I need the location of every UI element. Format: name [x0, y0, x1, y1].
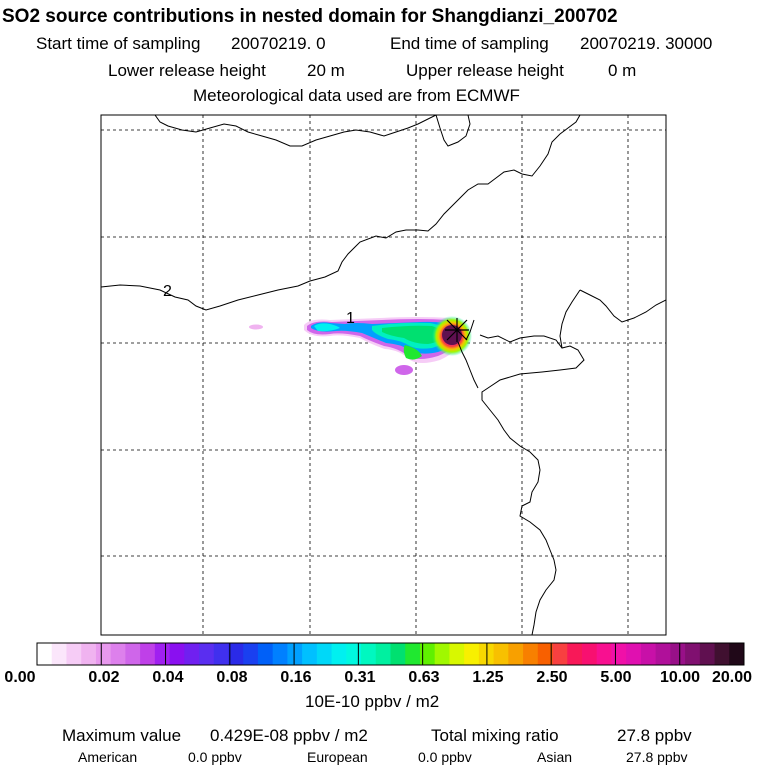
colorbar-cell [228, 643, 244, 665]
concentration-plume [249, 316, 472, 375]
colorbar-tick-label: 0.08 [216, 669, 248, 686]
colorbar-tick-label: 0.00 [4, 669, 36, 686]
colorbar-cell [81, 643, 97, 665]
european-value: 0.0 ppbv [418, 749, 472, 765]
contour-label-2: 2 [163, 283, 172, 300]
colorbar-cell [405, 643, 421, 665]
max-value: 0.429E-08 ppbv / m2 [210, 726, 368, 745]
colorbar-cell [434, 643, 450, 665]
colorbar-cell [493, 643, 509, 665]
colorbar-tick-label: 2.50 [536, 669, 568, 686]
total-mixing-label: Total mixing ratio [431, 726, 559, 745]
max-value-label: Maximum value [62, 726, 182, 745]
colorbar-tick-label: 10.00 [659, 669, 701, 686]
colorbar-cell [552, 643, 568, 665]
american-value: 0.0 ppbv [188, 749, 242, 765]
colorbar-cell [125, 643, 141, 665]
colorbar-cell [449, 643, 465, 665]
colorbar-cell [346, 643, 362, 665]
colorbar-cell [95, 643, 112, 665]
colorbar-cell [375, 643, 391, 665]
start-time-label: Start time of sampling [36, 34, 201, 53]
asian-value: 27.8 ppbv [626, 749, 688, 765]
colorbar-tick-label: 0.16 [280, 669, 312, 686]
colorbar-cell [110, 643, 126, 665]
colorbar-cell [729, 643, 745, 665]
colorbar-cell [714, 643, 730, 665]
colorbar-unit: 10E-10 ppbv / m2 [305, 692, 440, 711]
contour-label-1: 1 [346, 310, 355, 327]
colorbar-cell [567, 643, 583, 665]
colorbar-tick-label: 1.25 [472, 669, 504, 686]
end-time-value: 20070219. 30000 [580, 34, 713, 53]
colorbar-tick-label: 0.02 [88, 669, 120, 686]
colorbar-cell [184, 643, 200, 665]
colorbar-cell [199, 643, 215, 665]
colorbar-cell [685, 643, 701, 665]
colorbar-cell [140, 643, 156, 665]
colorbar-cell [523, 643, 539, 665]
colorbar-cell [626, 643, 642, 665]
start-time-value: 20070219. 0 [231, 34, 326, 53]
upper-height-value: 0 m [608, 61, 637, 80]
colorbar-tick-label: 20.00 [711, 669, 753, 686]
lower-height-value: 20 m [307, 61, 345, 80]
colorbar-cell [655, 643, 671, 665]
colorbar-cell [257, 643, 274, 665]
colorbar-cell [699, 643, 715, 665]
page-title: SO2 source contributions in nested domai… [2, 6, 618, 27]
colorbar-cell [581, 643, 598, 665]
colorbar-cell [464, 643, 480, 665]
colorbar-tick-marks [100, 643, 681, 665]
colorbar-cell [154, 643, 170, 665]
colorbar-cell [169, 643, 185, 665]
colorbar-cell [243, 643, 259, 665]
colorbar-cell [390, 643, 406, 665]
colorbar-cell [537, 643, 553, 665]
colorbar-cell [640, 643, 657, 665]
colorbar-cell [331, 643, 347, 665]
colorbar-cell [37, 643, 53, 665]
upper-height-label: Upper release height [406, 61, 564, 80]
colorbar-tick-label: 5.00 [600, 669, 632, 686]
colorbar-frame [36, 642, 745, 666]
receptor-x-icon [445, 318, 469, 342]
colorbar-cell [419, 643, 436, 665]
american-label: American [78, 749, 138, 765]
asian-label: Asian [537, 749, 573, 765]
colorbar-tick-label: 0.63 [408, 669, 440, 686]
colorbar-cell [596, 643, 612, 665]
colorbar-tick-label: 0.31 [344, 669, 376, 686]
colorbar-cell [302, 643, 318, 665]
met-data-note: Meteorological data used are from ECMWF [193, 86, 520, 105]
end-time-label: End time of sampling [390, 34, 549, 53]
colorbar-tick-label: 0.04 [152, 669, 184, 686]
colorbar-cell [66, 643, 82, 665]
colorbar-cell [611, 643, 627, 665]
total-mixing-value: 27.8 ppbv [617, 726, 692, 745]
lower-height-label: Lower release height [108, 61, 266, 80]
map-frame [100, 114, 667, 636]
coastline-borders [101, 115, 666, 635]
colorbar-cell [272, 643, 288, 665]
colorbar-cell [51, 643, 67, 665]
colorbar-cell [670, 643, 686, 665]
colorbar-cell [361, 643, 377, 665]
colorbar-cell [316, 643, 332, 665]
european-label: European [307, 749, 368, 765]
colorbar [37, 643, 745, 665]
colorbar-cell [213, 643, 229, 665]
colorbar-cell [508, 643, 524, 665]
colorbar-cell [287, 643, 303, 665]
